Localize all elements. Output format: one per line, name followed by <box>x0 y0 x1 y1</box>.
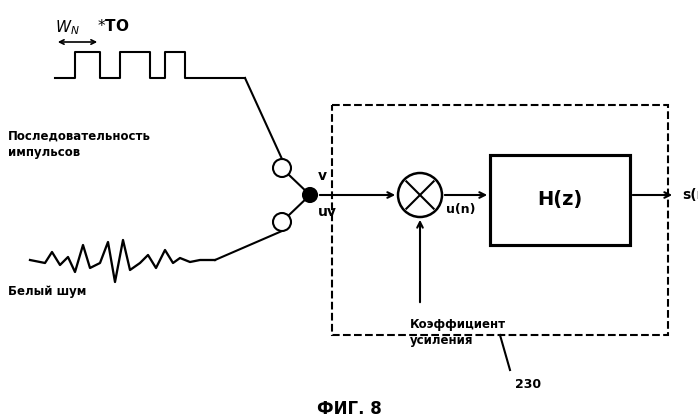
Text: 230: 230 <box>515 378 541 391</box>
Text: Последовательность
импульсов: Последовательность импульсов <box>8 130 151 159</box>
Text: u(n): u(n) <box>446 203 475 216</box>
Text: s(n): s(n) <box>682 188 698 202</box>
Text: Коэффициент
усиления: Коэффициент усиления <box>410 318 506 347</box>
Circle shape <box>273 159 291 177</box>
Circle shape <box>398 173 442 217</box>
Text: uv: uv <box>318 205 337 219</box>
Bar <box>332 105 668 335</box>
Text: $W_N$: $W_N$ <box>55 18 80 37</box>
Text: Белый шум: Белый шум <box>8 285 87 298</box>
Circle shape <box>273 213 291 231</box>
Text: $*$TO: $*$TO <box>97 18 129 34</box>
Text: ФИГ. 8: ФИГ. 8 <box>317 400 381 418</box>
Text: v: v <box>318 169 327 183</box>
Bar <box>490 155 630 245</box>
Text: H(z): H(z) <box>537 191 583 210</box>
Circle shape <box>303 188 317 202</box>
